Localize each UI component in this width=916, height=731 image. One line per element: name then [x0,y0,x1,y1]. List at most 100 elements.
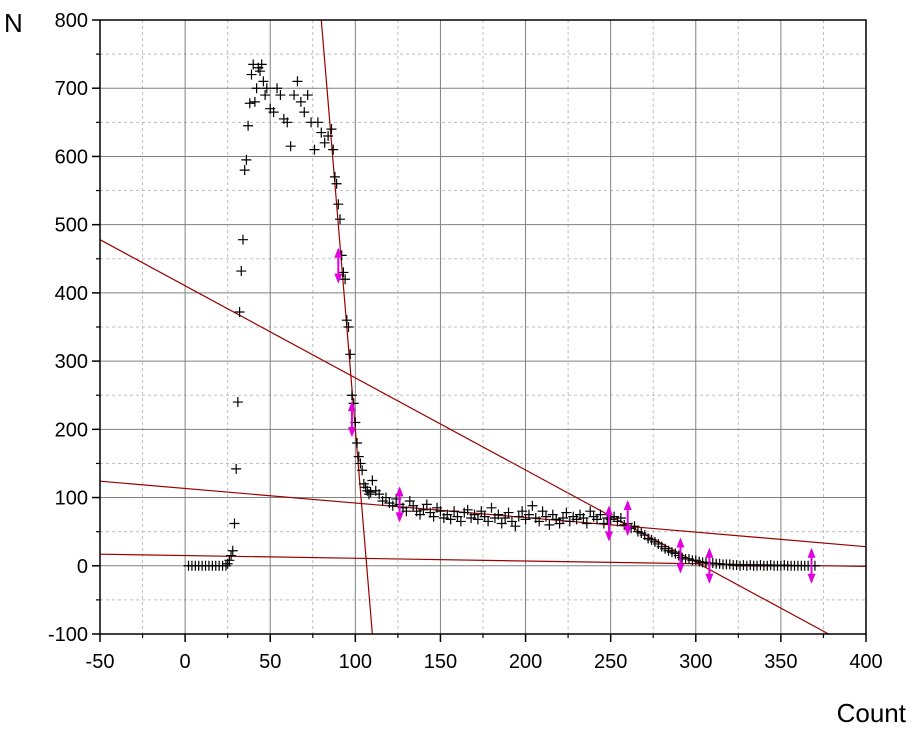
x-tick-label: 350 [764,651,797,673]
data-point [554,518,565,529]
x-axis-title: Count [837,698,907,728]
y-tick-label: 500 [55,215,88,237]
y-tick-label: 800 [55,10,88,32]
y-axis-title: N [4,8,23,38]
range-marker-arrow-down [604,531,613,542]
data-point [534,516,545,527]
data-point [510,521,521,532]
data-point [455,516,466,527]
y-tick-label: 700 [55,78,88,100]
data-point [353,451,364,462]
data-point [585,506,596,517]
data-point [355,458,366,469]
data-point [462,504,473,515]
range-marker [676,537,685,574]
range-marker-arrow-up [347,401,356,412]
data-point [226,550,237,561]
data-point [328,144,339,155]
y-tick-label: 200 [55,419,88,441]
data-point [323,130,334,141]
range-marker-arrow-up [807,547,816,558]
range-marker-arrow-down [395,512,404,523]
data-point [537,506,548,517]
data-point [387,500,398,511]
data-point [380,492,391,503]
data-point [544,519,555,530]
data-point [244,98,255,109]
range-marker-arrow-up [395,486,404,497]
data-point [248,59,259,70]
data-point [295,96,306,107]
data-point [312,117,323,128]
data-point [435,506,446,517]
data-point [316,127,327,138]
data-point [292,76,303,87]
range-marker-arrow-down [623,526,632,537]
data-point [272,83,283,94]
x-tick-label: 300 [679,651,712,673]
data-point [268,107,279,118]
x-tick-label: 400 [849,651,882,673]
data-point [496,518,507,529]
data-points [183,59,820,571]
data-point [319,137,330,148]
y-tick-label: -100 [48,624,88,646]
x-tick-label: 250 [594,651,627,673]
data-point [220,560,231,571]
data-point [615,513,626,524]
data-point [578,513,589,524]
data-point [302,90,313,101]
range-marker [623,500,632,537]
data-point [243,120,254,131]
data-point [449,506,460,517]
range-marker-arrow-down [676,563,685,574]
data-point [500,513,511,524]
data-point [256,59,267,70]
axis-ticks [92,19,867,642]
data-point [408,500,419,511]
range-marker-arrow-up [705,547,714,558]
data-point [421,499,432,510]
data-point [282,117,293,128]
data-point [299,107,310,118]
range-marker [604,505,613,542]
x-tick-label: 50 [259,651,281,673]
minor-grid [100,20,866,634]
range-marker-arrow-down [347,427,356,438]
range-marker [334,247,343,284]
data-point [428,511,439,522]
data-point [527,500,538,511]
data-point [561,507,572,518]
range-marker-arrow-up [334,247,343,258]
data-point [352,437,363,448]
y-tick-label: 600 [55,146,88,168]
data-point [258,76,269,87]
data-point [517,506,528,517]
data-point [234,306,245,317]
data-point [333,199,344,210]
y-tick-label: 100 [55,488,88,510]
data-point [357,465,368,476]
data-point [237,234,248,245]
data-point [231,463,242,474]
data-point [345,349,356,360]
x-tick-label: 0 [180,651,191,673]
x-tick-labels: -50 0 50 100 150 200 250 300 350 400 [86,651,883,673]
data-point [558,513,569,524]
y-tick-label: 0 [77,556,88,578]
data-point [232,397,243,408]
data-point [229,518,240,529]
data-point [581,518,592,529]
data-point [239,165,250,176]
data-point [289,90,300,101]
data-point [367,475,378,486]
x-tick-label: 200 [509,651,542,673]
data-point [331,178,342,189]
data-point [246,69,257,80]
data-point [343,322,354,332]
y-tick-label: 300 [55,351,88,373]
y-tick-label: 400 [55,283,88,305]
range-marker [395,486,404,523]
range-marker [705,547,714,584]
fit-line [99,239,829,635]
